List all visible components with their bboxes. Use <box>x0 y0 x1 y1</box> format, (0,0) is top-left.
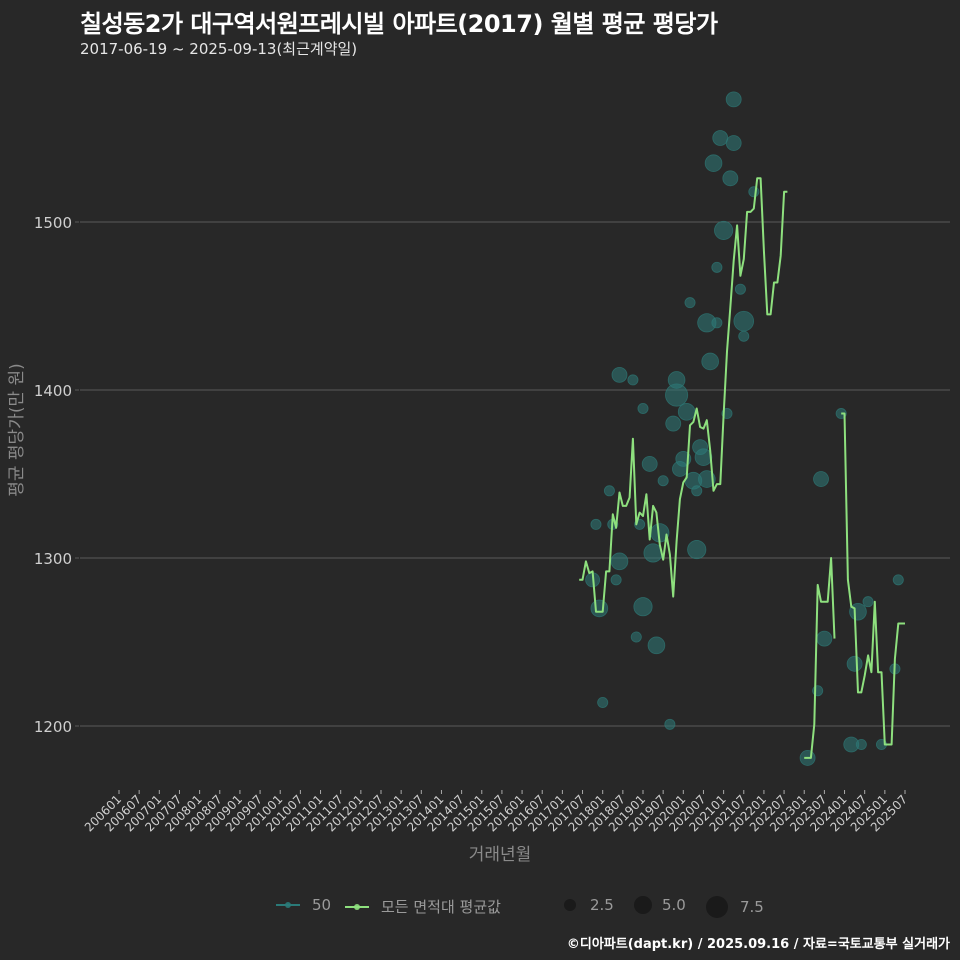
size-dot-icon <box>634 896 652 914</box>
legend-size-label: 7.5 <box>740 898 764 916</box>
legend-size-5-0: 5.0 <box>634 896 686 914</box>
y-axis: 1200 1300 1400 1500 <box>34 214 79 736</box>
chart-title: 칠성동2가 대구역서원프레시빌 아파트(2017) 월별 평균 평당가 <box>80 10 718 38</box>
legend-line-icon <box>276 902 300 908</box>
legend-label: 모든 면적대 평균값 <box>381 898 501 916</box>
svg-text:1400: 1400 <box>34 382 72 400</box>
bubble-series-50 <box>585 91 904 766</box>
y-axis-title: 평균 평당가(만 원) <box>7 363 27 497</box>
svg-text:1300: 1300 <box>34 550 72 568</box>
legend-item-all-average: 모든 면적대 평균값 <box>345 896 501 917</box>
x-axis-title: 거래년월 <box>469 845 532 865</box>
gridlines <box>80 221 950 727</box>
x-axis: 2006012006072007012007072008012008072009… <box>82 790 910 835</box>
legend-line-icon <box>345 903 369 910</box>
line-series-all-average <box>579 177 905 759</box>
chart-subtitle: 2017-06-19 ~ 2025-09-13(최근계약일) <box>80 40 358 58</box>
legend-size-label: 2.5 <box>590 896 614 914</box>
legend-size-7-5: 7.5 <box>706 896 764 918</box>
size-dot-icon <box>564 899 576 911</box>
size-dot-icon <box>706 896 728 918</box>
legend-size-label: 5.0 <box>662 896 686 914</box>
legend-label: 50 <box>312 896 332 914</box>
svg-text:1500: 1500 <box>34 214 72 232</box>
svg-text:1200: 1200 <box>34 718 72 736</box>
legend-size-2-5: 2.5 <box>564 896 614 914</box>
legend: 50 모든 면적대 평균값 2.5 5.0 7.5 <box>0 896 960 918</box>
footer-credit: ©디아파트(dapt.kr) / 2025.09.16 / 자료=국토교통부 실… <box>566 937 950 952</box>
legend-item-50: 50 <box>276 896 331 914</box>
